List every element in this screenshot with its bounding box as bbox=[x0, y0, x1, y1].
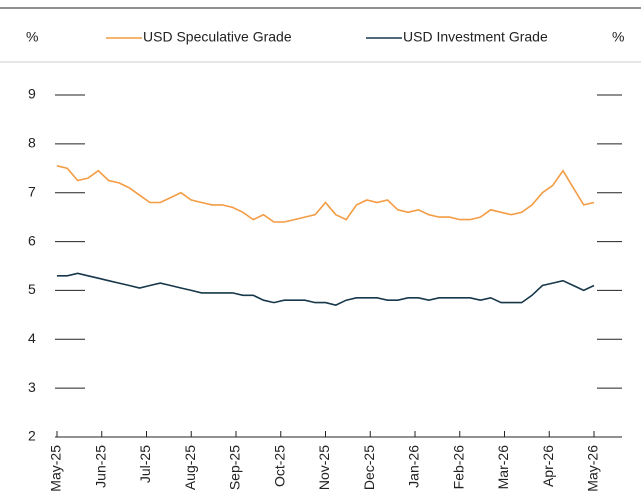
y2-axis-label: % bbox=[612, 29, 624, 45]
x-tick-label: Apr-26 bbox=[540, 445, 556, 487]
x-tick-label: Dec-25 bbox=[361, 445, 377, 490]
x-tick-label: Aug-25 bbox=[182, 445, 198, 490]
legend-label: USD Speculative Grade bbox=[143, 29, 292, 45]
x-tick-label: Nov-25 bbox=[316, 445, 332, 490]
y-tick-label: 5 bbox=[28, 281, 36, 297]
legend-label: USD Investment Grade bbox=[403, 29, 548, 45]
y-tick-label: 8 bbox=[28, 135, 36, 151]
y-tick-label: 6 bbox=[28, 232, 36, 248]
y-tick-label: 7 bbox=[28, 183, 36, 199]
y-tick-label: 2 bbox=[28, 428, 36, 444]
x-tick-label: Sep-25 bbox=[227, 445, 243, 490]
x-tick-label: Mar-26 bbox=[495, 445, 511, 490]
x-tick-label: May-25 bbox=[48, 445, 64, 492]
y-tick-label: 3 bbox=[28, 379, 36, 395]
series-line bbox=[57, 272, 595, 306]
x-tick-label: Oct-25 bbox=[271, 445, 287, 487]
y-axis-label: % bbox=[26, 29, 38, 45]
x-tick-label: Jan-26 bbox=[406, 445, 422, 488]
x-tick-label: Feb-26 bbox=[450, 445, 466, 490]
x-tick-label: Jul-25 bbox=[137, 445, 153, 483]
x-tick-label: May-26 bbox=[585, 445, 601, 492]
y-tick-label: 4 bbox=[28, 330, 36, 346]
y-tick-label: 9 bbox=[28, 86, 36, 102]
series-line bbox=[56, 165, 595, 223]
x-tick-label: Jun-25 bbox=[92, 445, 108, 488]
